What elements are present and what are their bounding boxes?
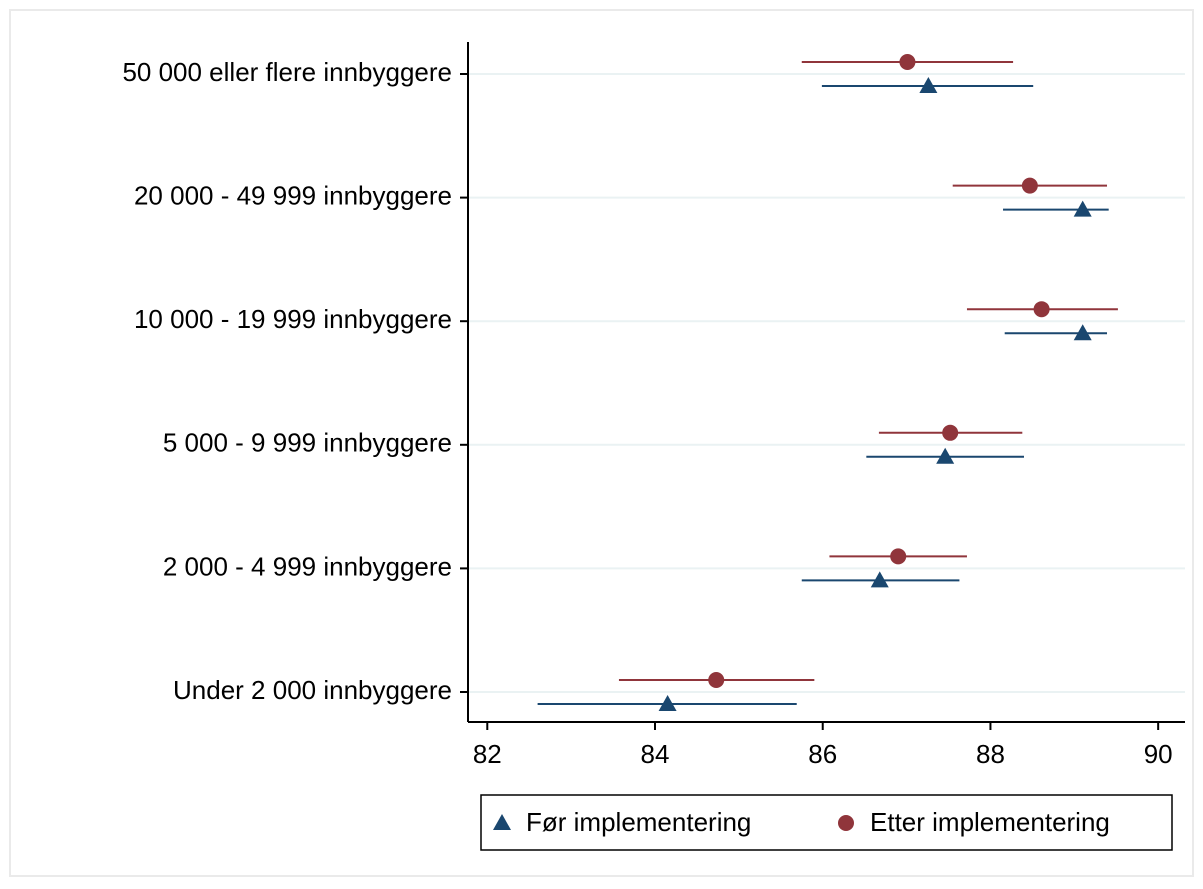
legend-label: Etter implementering [870, 807, 1110, 837]
y-tick-label: 2 000 - 4 999 innbyggere [163, 551, 452, 581]
y-tick-label: Under 2 000 innbyggere [173, 675, 452, 705]
y-tick-label: 10 000 - 19 999 innbyggere [134, 304, 452, 334]
circle-marker [1021, 177, 1038, 194]
x-tick-label: 90 [1144, 739, 1173, 769]
circle-marker [942, 424, 959, 441]
x-tick-label: 82 [473, 739, 502, 769]
circle-marker [708, 672, 725, 688]
circle-marker [838, 815, 854, 831]
circle-marker [1033, 301, 1050, 318]
circle-marker [890, 548, 907, 565]
y-tick-label: 20 000 - 49 999 innbyggere [134, 180, 452, 210]
triangle-marker [936, 447, 955, 464]
x-tick-label: 86 [808, 739, 837, 769]
triangle-marker [658, 695, 677, 711]
legend-label: Før implementering [526, 807, 751, 837]
x-tick-label: 84 [641, 739, 670, 769]
y-tick-label: 50 000 eller flere innbyggere [122, 57, 452, 87]
y-tick-label: 5 000 - 9 999 innbyggere [163, 428, 452, 458]
triangle-marker [870, 571, 889, 588]
triangle-marker [1073, 324, 1092, 341]
frame [9, 9, 1194, 877]
circle-marker [899, 54, 916, 70]
triangle-marker [919, 77, 938, 93]
triangle-marker [493, 814, 511, 830]
x-tick-label: 88 [976, 739, 1005, 769]
triangle-marker [1073, 200, 1092, 217]
legend-box [480, 794, 1173, 851]
